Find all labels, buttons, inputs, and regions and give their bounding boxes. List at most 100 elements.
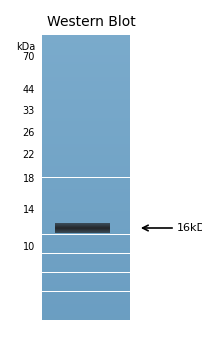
Bar — [42, 122, 129, 123]
Bar — [42, 298, 129, 299]
Bar — [42, 216, 129, 217]
Bar — [42, 284, 129, 285]
Bar — [42, 190, 129, 191]
Bar — [42, 132, 129, 133]
Bar — [42, 175, 129, 176]
Bar — [42, 192, 129, 193]
Bar — [42, 194, 129, 195]
Bar — [42, 49, 129, 50]
Bar — [42, 84, 129, 85]
Bar — [42, 305, 129, 306]
Text: 10: 10 — [23, 242, 35, 252]
Bar — [42, 109, 129, 110]
Bar — [42, 39, 129, 40]
Bar — [42, 148, 129, 149]
Bar — [42, 161, 129, 162]
Bar — [42, 144, 129, 145]
Bar — [42, 315, 129, 316]
Bar — [42, 245, 129, 246]
Bar — [42, 221, 129, 222]
Bar — [42, 131, 129, 132]
Bar — [42, 91, 129, 92]
Bar — [42, 203, 129, 204]
Bar — [42, 135, 129, 136]
Bar — [42, 180, 129, 181]
Bar — [42, 276, 129, 277]
Bar — [42, 124, 129, 125]
Bar — [42, 50, 129, 51]
Bar — [42, 198, 129, 200]
Bar — [42, 157, 129, 158]
Bar — [42, 241, 129, 242]
Bar — [42, 269, 129, 270]
Bar — [42, 220, 129, 221]
Bar — [42, 255, 129, 256]
Bar — [42, 56, 129, 57]
Bar — [42, 236, 129, 237]
Bar — [42, 92, 129, 93]
Bar — [42, 225, 129, 226]
Bar — [42, 235, 129, 236]
Bar — [42, 297, 129, 298]
Bar — [42, 95, 129, 96]
Bar — [42, 188, 129, 189]
Bar — [42, 74, 129, 75]
Bar — [42, 294, 129, 295]
Bar — [42, 114, 129, 115]
Bar — [42, 85, 129, 86]
Bar — [42, 170, 129, 171]
Bar — [42, 215, 129, 216]
Bar — [42, 44, 129, 45]
Bar — [42, 202, 129, 203]
Bar — [42, 196, 129, 197]
Bar — [42, 75, 129, 76]
Bar — [42, 168, 129, 169]
Bar — [42, 143, 129, 144]
Bar — [42, 104, 129, 105]
Bar — [42, 171, 129, 172]
Bar — [42, 53, 129, 54]
Text: Western Blot: Western Blot — [47, 15, 135, 29]
Bar — [42, 234, 129, 235]
Bar — [42, 219, 129, 220]
Bar — [42, 248, 129, 249]
Bar — [42, 151, 129, 152]
Bar — [42, 130, 129, 131]
Bar — [42, 58, 129, 59]
Bar — [42, 43, 129, 44]
Bar — [42, 72, 129, 73]
Bar — [42, 66, 129, 67]
Bar — [42, 273, 129, 274]
Bar — [42, 137, 129, 139]
Bar — [42, 211, 129, 212]
Bar — [42, 313, 129, 314]
Bar — [42, 103, 129, 104]
Bar — [42, 115, 129, 116]
Bar — [42, 231, 129, 232]
Bar — [42, 90, 129, 91]
Text: 70: 70 — [22, 52, 35, 62]
Bar — [42, 123, 129, 124]
Bar — [42, 88, 129, 89]
Bar — [42, 108, 129, 109]
Bar — [42, 274, 129, 275]
Bar — [42, 183, 129, 184]
Bar — [42, 210, 129, 211]
Bar — [42, 163, 129, 164]
Bar — [42, 78, 129, 79]
Bar — [42, 271, 129, 272]
Bar — [42, 129, 129, 130]
Bar — [42, 125, 129, 126]
Bar — [42, 145, 129, 146]
Bar — [42, 277, 129, 278]
Bar — [42, 279, 129, 280]
Bar — [42, 268, 129, 269]
Bar — [42, 228, 129, 229]
Text: kDa: kDa — [16, 42, 35, 52]
Bar — [42, 205, 129, 206]
Bar — [42, 69, 129, 70]
Bar — [42, 120, 129, 121]
Bar — [42, 158, 129, 159]
Bar — [42, 152, 129, 153]
Bar — [42, 206, 129, 207]
